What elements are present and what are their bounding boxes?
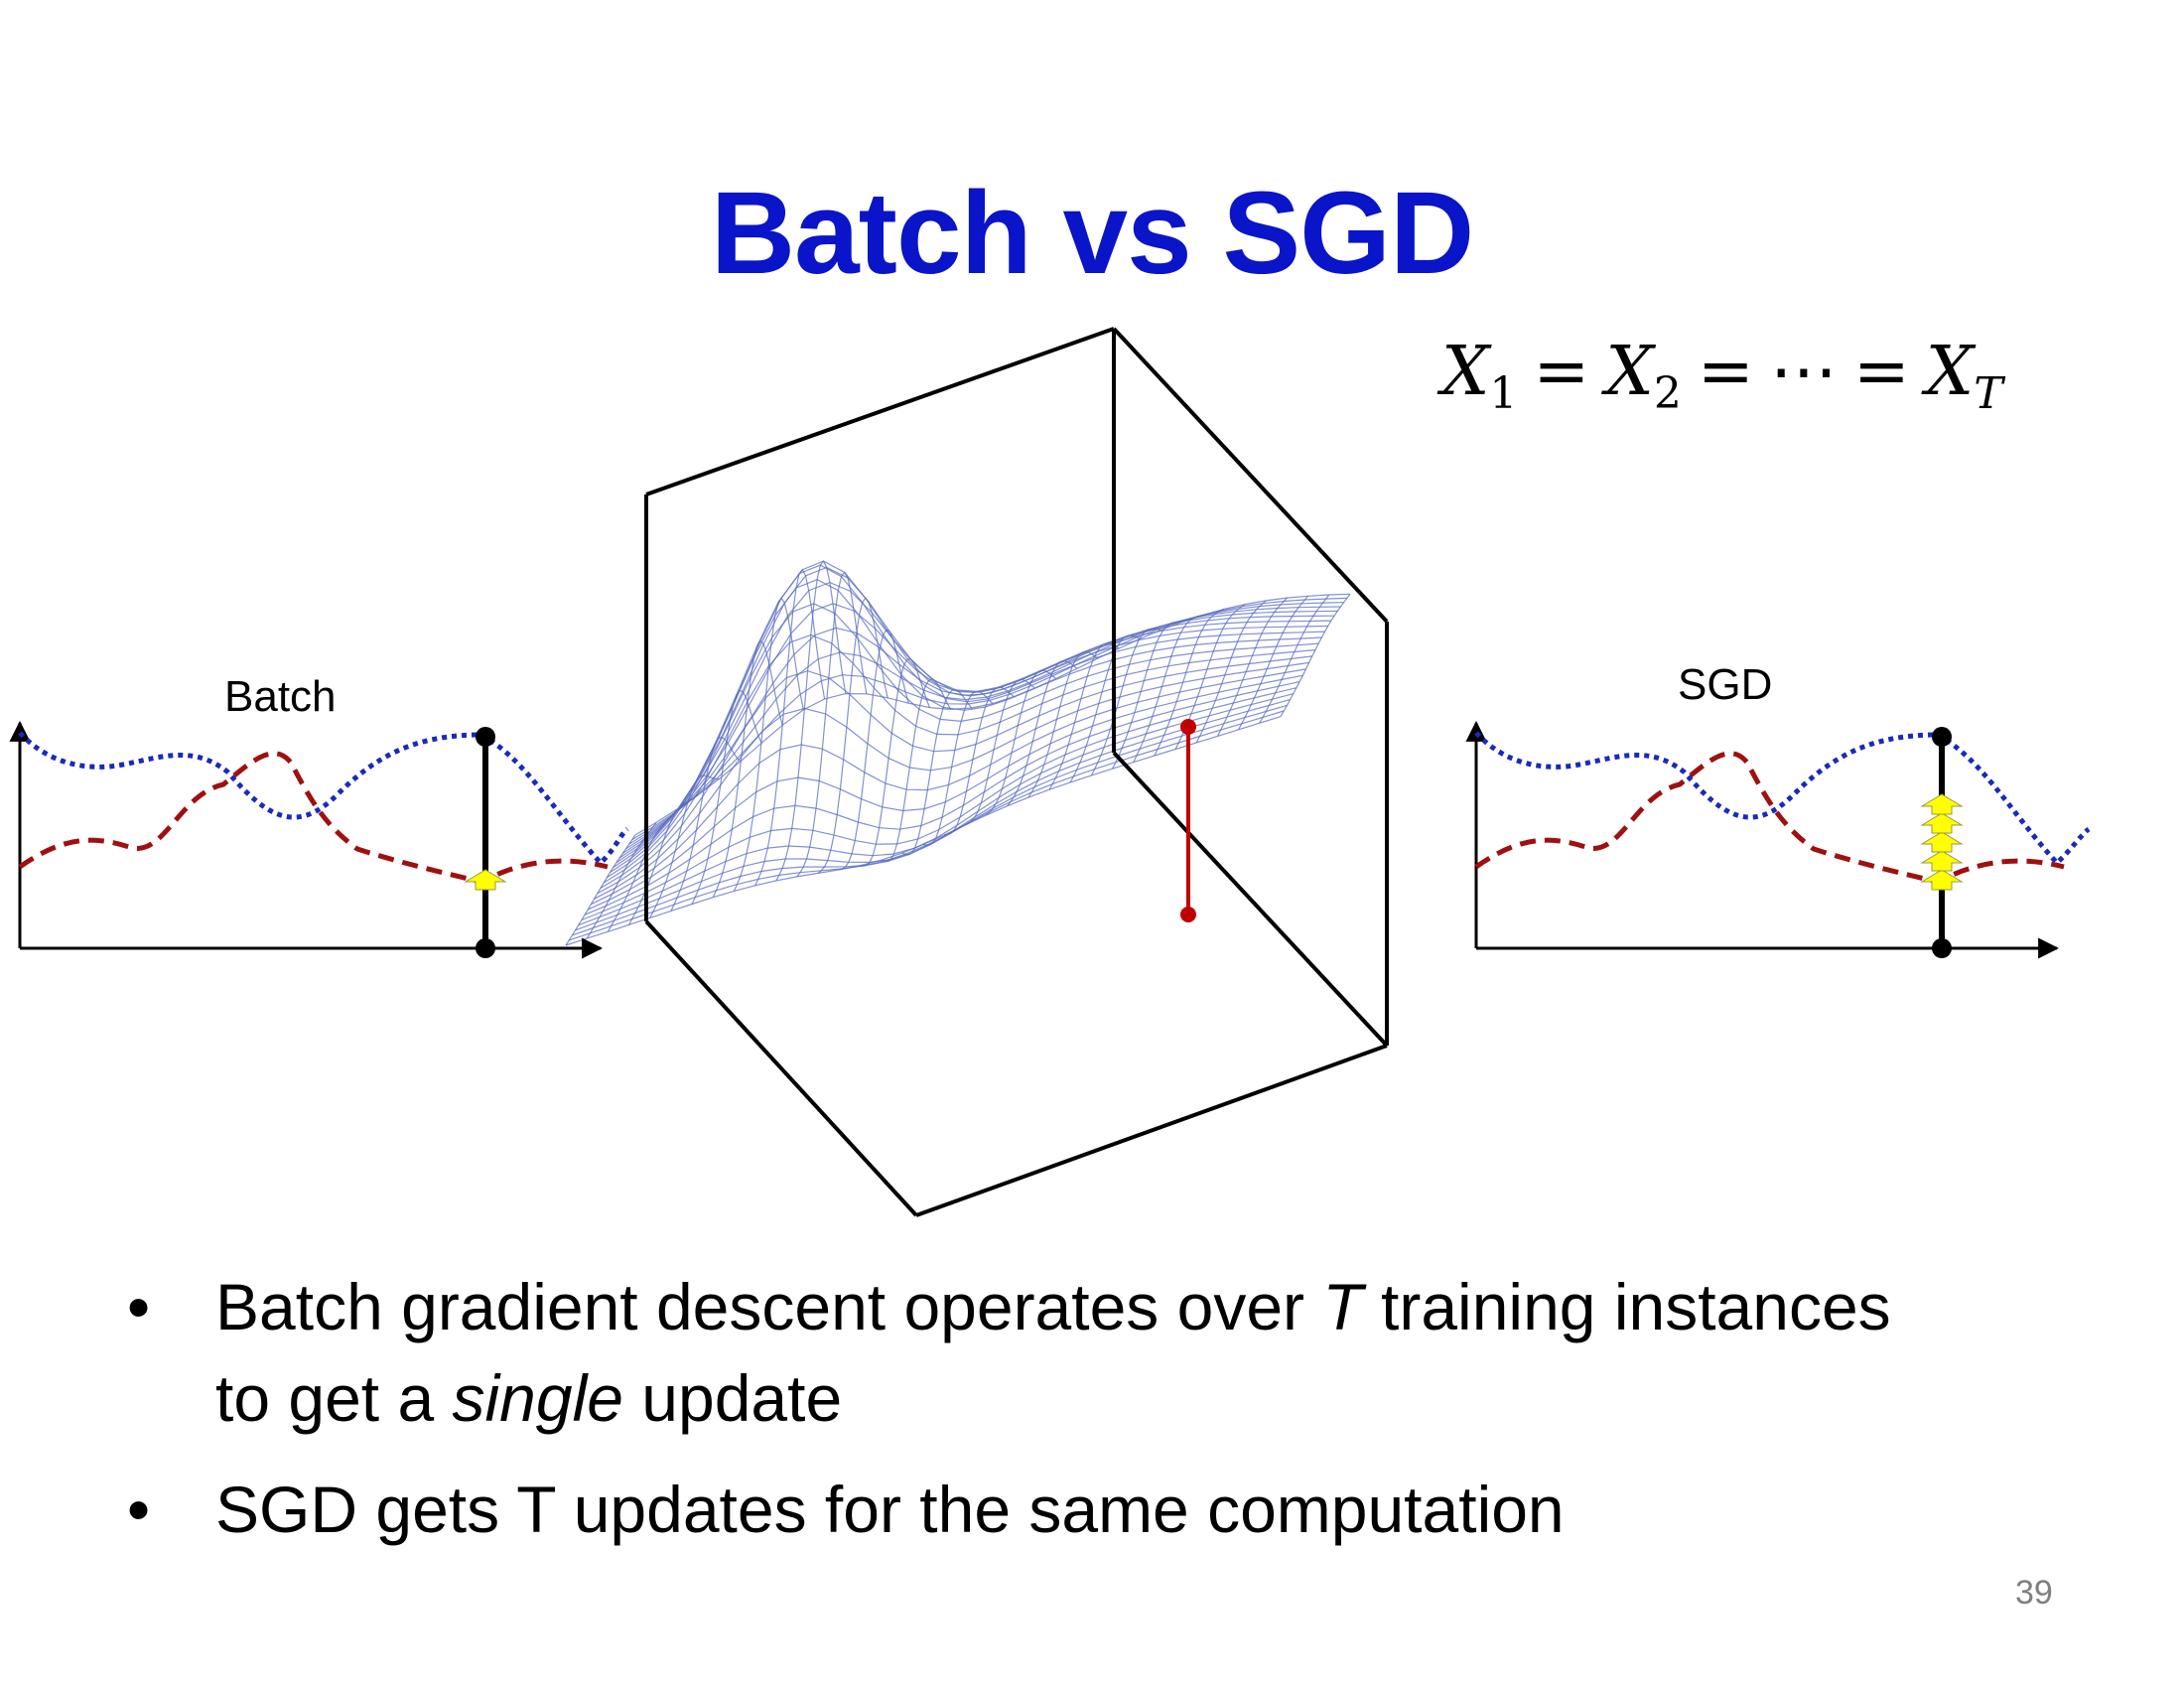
batch-bar-top-dot: [476, 727, 495, 747]
batch-plot-label: Batch: [224, 672, 337, 721]
mesh-line: [628, 602, 1344, 845]
mesh-line: [581, 687, 1297, 921]
sgd-plot-label: SGD: [1678, 660, 1773, 709]
red-marker: [1180, 719, 1196, 922]
mesh-line: [588, 674, 1303, 911]
update-arrow-icon: [1920, 850, 1964, 872]
mesh-line: [649, 774, 720, 918]
bullet-list: • Batch gradient descent operates over T …: [127, 1261, 2102, 1555]
bullet-dot: •: [127, 1473, 151, 1546]
box-edge: [644, 919, 918, 1217]
bullet-item-1: • Batch gradient descent operates over T …: [127, 1261, 2102, 1444]
mesh-line: [591, 668, 1306, 906]
bullet-item-2: • SGD gets T updates for the same computa…: [127, 1464, 2102, 1555]
box-edge: [1112, 327, 1389, 624]
mesh-line: [565, 716, 1282, 946]
red-marker-bottom-dot: [1180, 907, 1196, 922]
batch-plot: [9, 720, 629, 959]
mesh-line: [631, 597, 1347, 841]
mesh-line: [569, 710, 1285, 941]
figure: [9, 327, 2091, 1217]
mesh-line: [572, 704, 1288, 936]
sgd-red-curve: [1474, 751, 2065, 885]
batch-bar-bottom-dot: [476, 938, 495, 958]
update-arrow-icon: [1920, 793, 1964, 815]
mesh-line: [839, 629, 909, 871]
eq-operator-2: =: [1697, 333, 1754, 411]
bullet-dot: •: [127, 1270, 151, 1343]
box-edge: [915, 1044, 1388, 1217]
sgd-blue-curve: [1474, 731, 2091, 867]
eq-operator-1: =: [1533, 333, 1590, 411]
equation: X1 = X2 = ⋯ = XT: [1441, 328, 2003, 439]
slide-title: Batch vs SGD: [710, 168, 1474, 299]
box-edge: [645, 327, 1115, 496]
mesh-line: [610, 564, 1325, 874]
eq-term-3: ⋯: [1769, 333, 1838, 411]
mesh-line: [594, 661, 1309, 900]
sgd-bar-bottom-dot: [1932, 938, 1952, 958]
mesh-line: [584, 681, 1300, 915]
mesh-line: [607, 579, 1322, 879]
mesh-line: [597, 655, 1312, 895]
mesh-line: [733, 597, 804, 892]
mesh-line: [603, 603, 1319, 884]
error-surface: [565, 559, 1351, 946]
update-arrow-icon: [1920, 869, 1964, 891]
sgd-bar-top-dot: [1932, 727, 1952, 747]
mesh-line: [600, 633, 1316, 889]
batch-red-curve: [18, 751, 609, 885]
update-arrow-icon: [1920, 831, 1964, 853]
eq-term-1: X1: [1441, 333, 1518, 419]
bullet-text: Batch gradient descent operates over T t…: [215, 1270, 1891, 1435]
surface-box: [644, 327, 1389, 1217]
batch-update-arrows: [464, 869, 507, 891]
mesh-line: [621, 603, 1338, 854]
sgd-update-arrows: [1920, 793, 1964, 891]
eq-operator-3: =: [1852, 333, 1910, 411]
eq-term-4: XT: [1925, 333, 2003, 419]
mesh-line: [817, 597, 888, 874]
sgd-plot: [1465, 720, 2091, 959]
update-arrow-icon: [1920, 812, 1964, 834]
box-edge: [1112, 751, 1389, 1048]
bullet-text: SGD gets T updates for the same computat…: [215, 1473, 1565, 1546]
batch-blue-curve: [18, 731, 629, 867]
mesh-line: [615, 566, 1331, 864]
red-marker-top-dot: [1180, 719, 1196, 735]
mesh-line: [634, 593, 1351, 836]
page-number: 39: [2015, 1574, 2053, 1612]
update-arrow-icon: [464, 869, 507, 891]
eq-term-2: X2: [1605, 333, 1682, 419]
